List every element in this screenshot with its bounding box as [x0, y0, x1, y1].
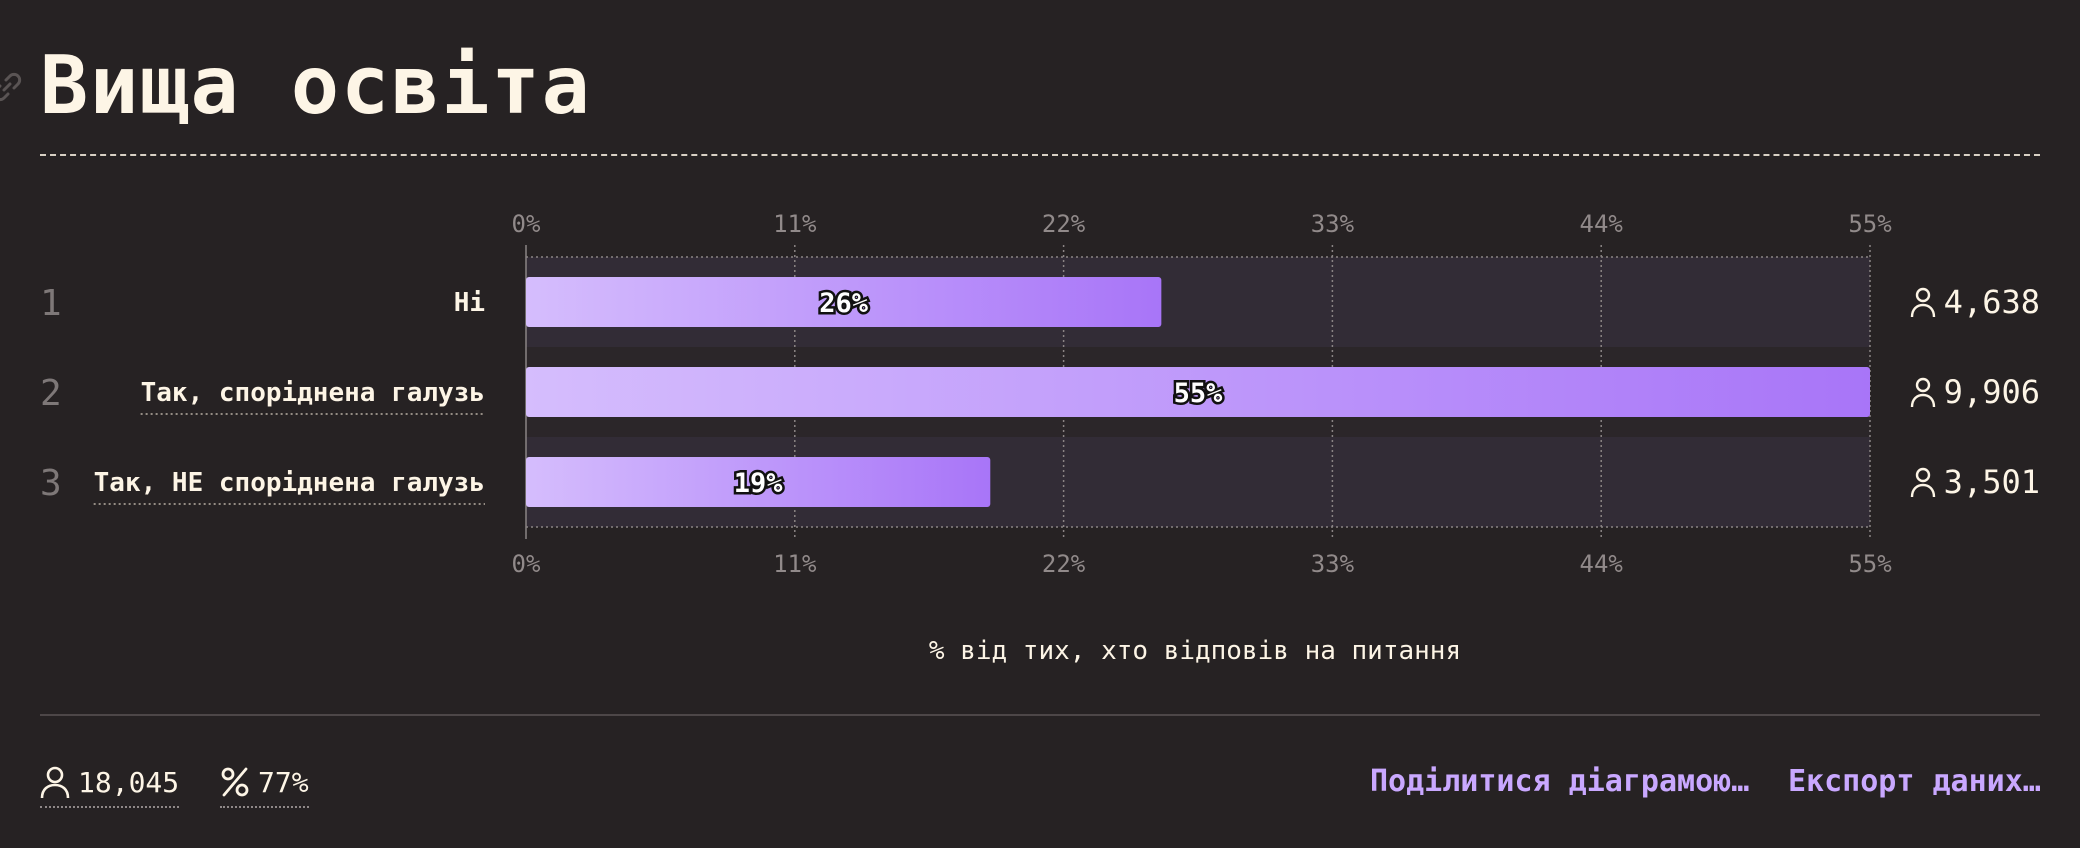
bar-chart: 26% 1 Ні 4,638 55% 2 Так, споріднена галузь 9,9… [40, 210, 2040, 578]
respondent-count: 9,906 [1944, 373, 2040, 411]
person-icon [1910, 287, 1936, 318]
export-data-button[interactable]: Експорт даних… [1788, 764, 2041, 799]
category-label[interactable]: Так, НЕ споріднена галузь [94, 468, 485, 498]
bar[interactable] [526, 367, 1870, 417]
respondents-count: 18,045 [78, 765, 180, 799]
respondent-count: 4,638 [1944, 283, 2040, 321]
x-tick-label-bottom: 11% [773, 550, 817, 578]
title-divider [40, 154, 2040, 156]
bar[interactable] [526, 277, 1162, 327]
person-icon [40, 766, 70, 799]
page-title: Вища освіта [40, 39, 592, 132]
link-icon[interactable] [0, 72, 22, 102]
person-icon [1910, 377, 1936, 408]
respondents-stat[interactable]: 18,045 [40, 760, 180, 808]
bar-value-label: 26% [819, 288, 869, 319]
bar-value-label: 19% [734, 468, 784, 499]
x-tick-label-bottom: 44% [1580, 550, 1624, 578]
percent-icon [221, 767, 249, 797]
category-label[interactable]: Так, споріднена галузь [141, 378, 485, 408]
x-tick-label-bottom: 33% [1311, 550, 1355, 578]
x-tick-label-bottom: 0% [512, 550, 541, 578]
share-chart-button[interactable]: Поділитися діаграмою… [1370, 764, 1750, 799]
row-rank: 2 [40, 373, 62, 414]
x-tick-label-top: 22% [1042, 210, 1086, 238]
x-axis-label: % від тих, хто відповів на питання [928, 636, 1462, 666]
row-rank: 1 [40, 283, 62, 324]
bar[interactable] [526, 457, 991, 507]
person-icon [1910, 467, 1936, 498]
bar-value-label: 55% [1174, 378, 1224, 409]
x-tick-label-top: 11% [773, 210, 817, 238]
x-tick-label-top: 0% [512, 210, 541, 238]
x-tick-label-bottom: 55% [1848, 550, 1892, 578]
x-tick-label-top: 44% [1580, 210, 1624, 238]
response-rate-value: 77% [258, 765, 309, 799]
footer-divider [40, 714, 2040, 716]
x-tick-label-bottom: 22% [1042, 550, 1086, 578]
x-tick-label-top: 55% [1848, 210, 1892, 238]
row-rank: 3 [40, 463, 62, 504]
x-tick-label-top: 33% [1311, 210, 1355, 238]
category-label[interactable]: Ні [454, 288, 485, 318]
respondent-count: 3,501 [1944, 463, 2040, 501]
response-rate-stat[interactable]: 77% [220, 760, 309, 808]
